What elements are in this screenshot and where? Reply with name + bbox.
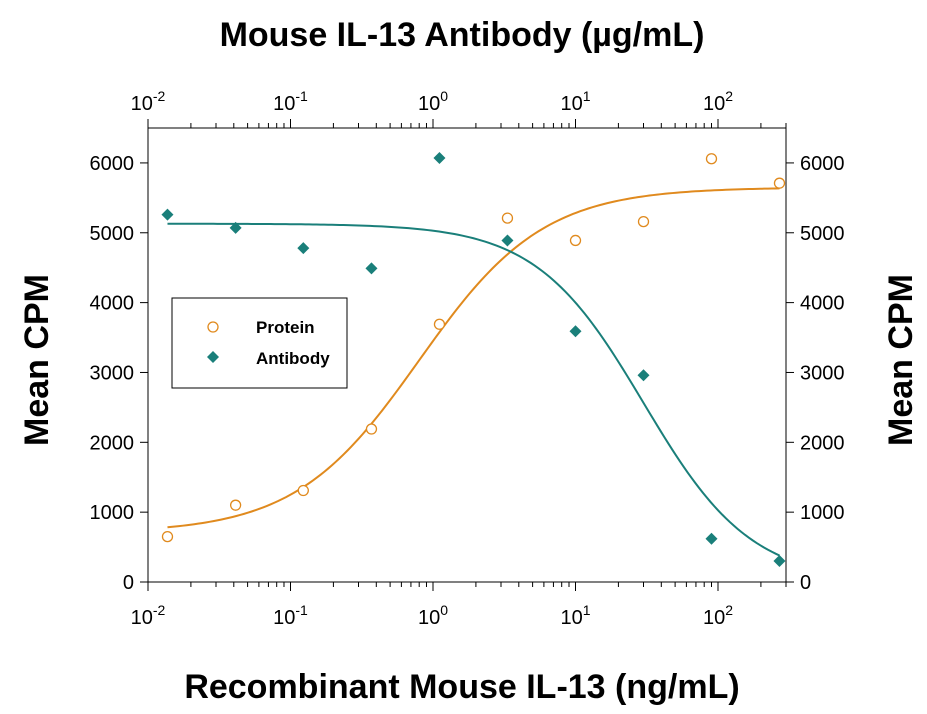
protein-point: [365, 423, 378, 435]
y-tick-label-left: 1000: [90, 502, 135, 524]
x-tick-label-top: 102: [703, 88, 733, 115]
x-tick-label-top: 10-2: [131, 88, 166, 115]
legend-label-antibody: Antibody: [256, 349, 330, 368]
x-axis-title: Recombinant Mouse IL-13 (ng/mL): [184, 668, 739, 706]
protein-point: [433, 318, 446, 330]
y-tick-label-left: 5000: [90, 223, 135, 245]
x-tick-label-bottom: 101: [560, 602, 590, 629]
x-tick-label-bottom: 100: [418, 602, 448, 629]
fit-curve-antibody: [167, 222, 780, 557]
antibody-point: [773, 555, 786, 568]
protein-point: [705, 153, 718, 165]
legend: Protein Antibody: [171, 297, 348, 389]
y-tick-label-right: 5000: [800, 223, 845, 245]
legend-label-protein: Protein: [256, 318, 315, 337]
axis-ticks: 10-2 10-2 10-1 10-1 100 100 101 101 102 102 0 0 1000…: [90, 88, 845, 629]
y-tick-label-left: 2000: [90, 432, 135, 454]
top-axis-title: Mouse IL-13 Antibody (µg/mL): [220, 16, 705, 54]
antibody-point: [297, 242, 310, 255]
legend-marker-antibody: [207, 351, 219, 363]
y-tick-label-right: 0: [800, 572, 811, 594]
protein-point: [773, 177, 786, 189]
y-axis-title-right: Mean CPM: [882, 274, 920, 446]
x-tick-label-top: 10-1: [273, 88, 308, 115]
y-tick-label-right: 4000: [800, 293, 845, 315]
antibody-point: [569, 325, 582, 338]
y-tick-label-right: 6000: [800, 153, 845, 175]
y-tick-label-left: 4000: [90, 293, 135, 315]
protein-point: [637, 215, 650, 228]
antibody-point: [501, 234, 514, 247]
protein-point: [501, 212, 514, 224]
y-tick-label-left: 3000: [90, 362, 135, 384]
protein-point: [229, 499, 242, 511]
plot-area-border: [147, 127, 787, 583]
x-tick-label-bottom: 102: [703, 602, 733, 629]
fit-curves: [167, 187, 780, 557]
y-axis-title-left: Mean CPM: [18, 274, 56, 446]
data-points: [161, 152, 786, 568]
plot-frame: [147, 127, 787, 583]
protein-point: [161, 530, 174, 543]
x-tick-label-bottom: 10-2: [131, 602, 166, 629]
y-tick-label-left: 0: [123, 572, 134, 594]
fit-curve-protein: [167, 187, 780, 529]
antibody-point: [433, 152, 446, 165]
y-tick-label-right: 2000: [800, 432, 845, 454]
antibody-point: [637, 369, 650, 382]
legend-marker-protein: [207, 321, 219, 333]
y-tick-label-right: 1000: [800, 502, 845, 524]
antibody-point: [161, 208, 174, 221]
x-tick-label-top: 101: [560, 88, 590, 115]
protein-point: [569, 234, 582, 247]
y-tick-label-right: 3000: [800, 362, 845, 384]
y-tick-label-left: 6000: [90, 153, 135, 175]
antibody-point: [365, 262, 378, 275]
legend-box: [171, 297, 348, 389]
antibody-point: [229, 221, 242, 234]
antibody-point: [705, 532, 718, 545]
protein-point: [297, 484, 309, 497]
x-tick-label-top: 100: [418, 88, 448, 115]
x-tick-label-bottom: 10-1: [273, 602, 308, 629]
